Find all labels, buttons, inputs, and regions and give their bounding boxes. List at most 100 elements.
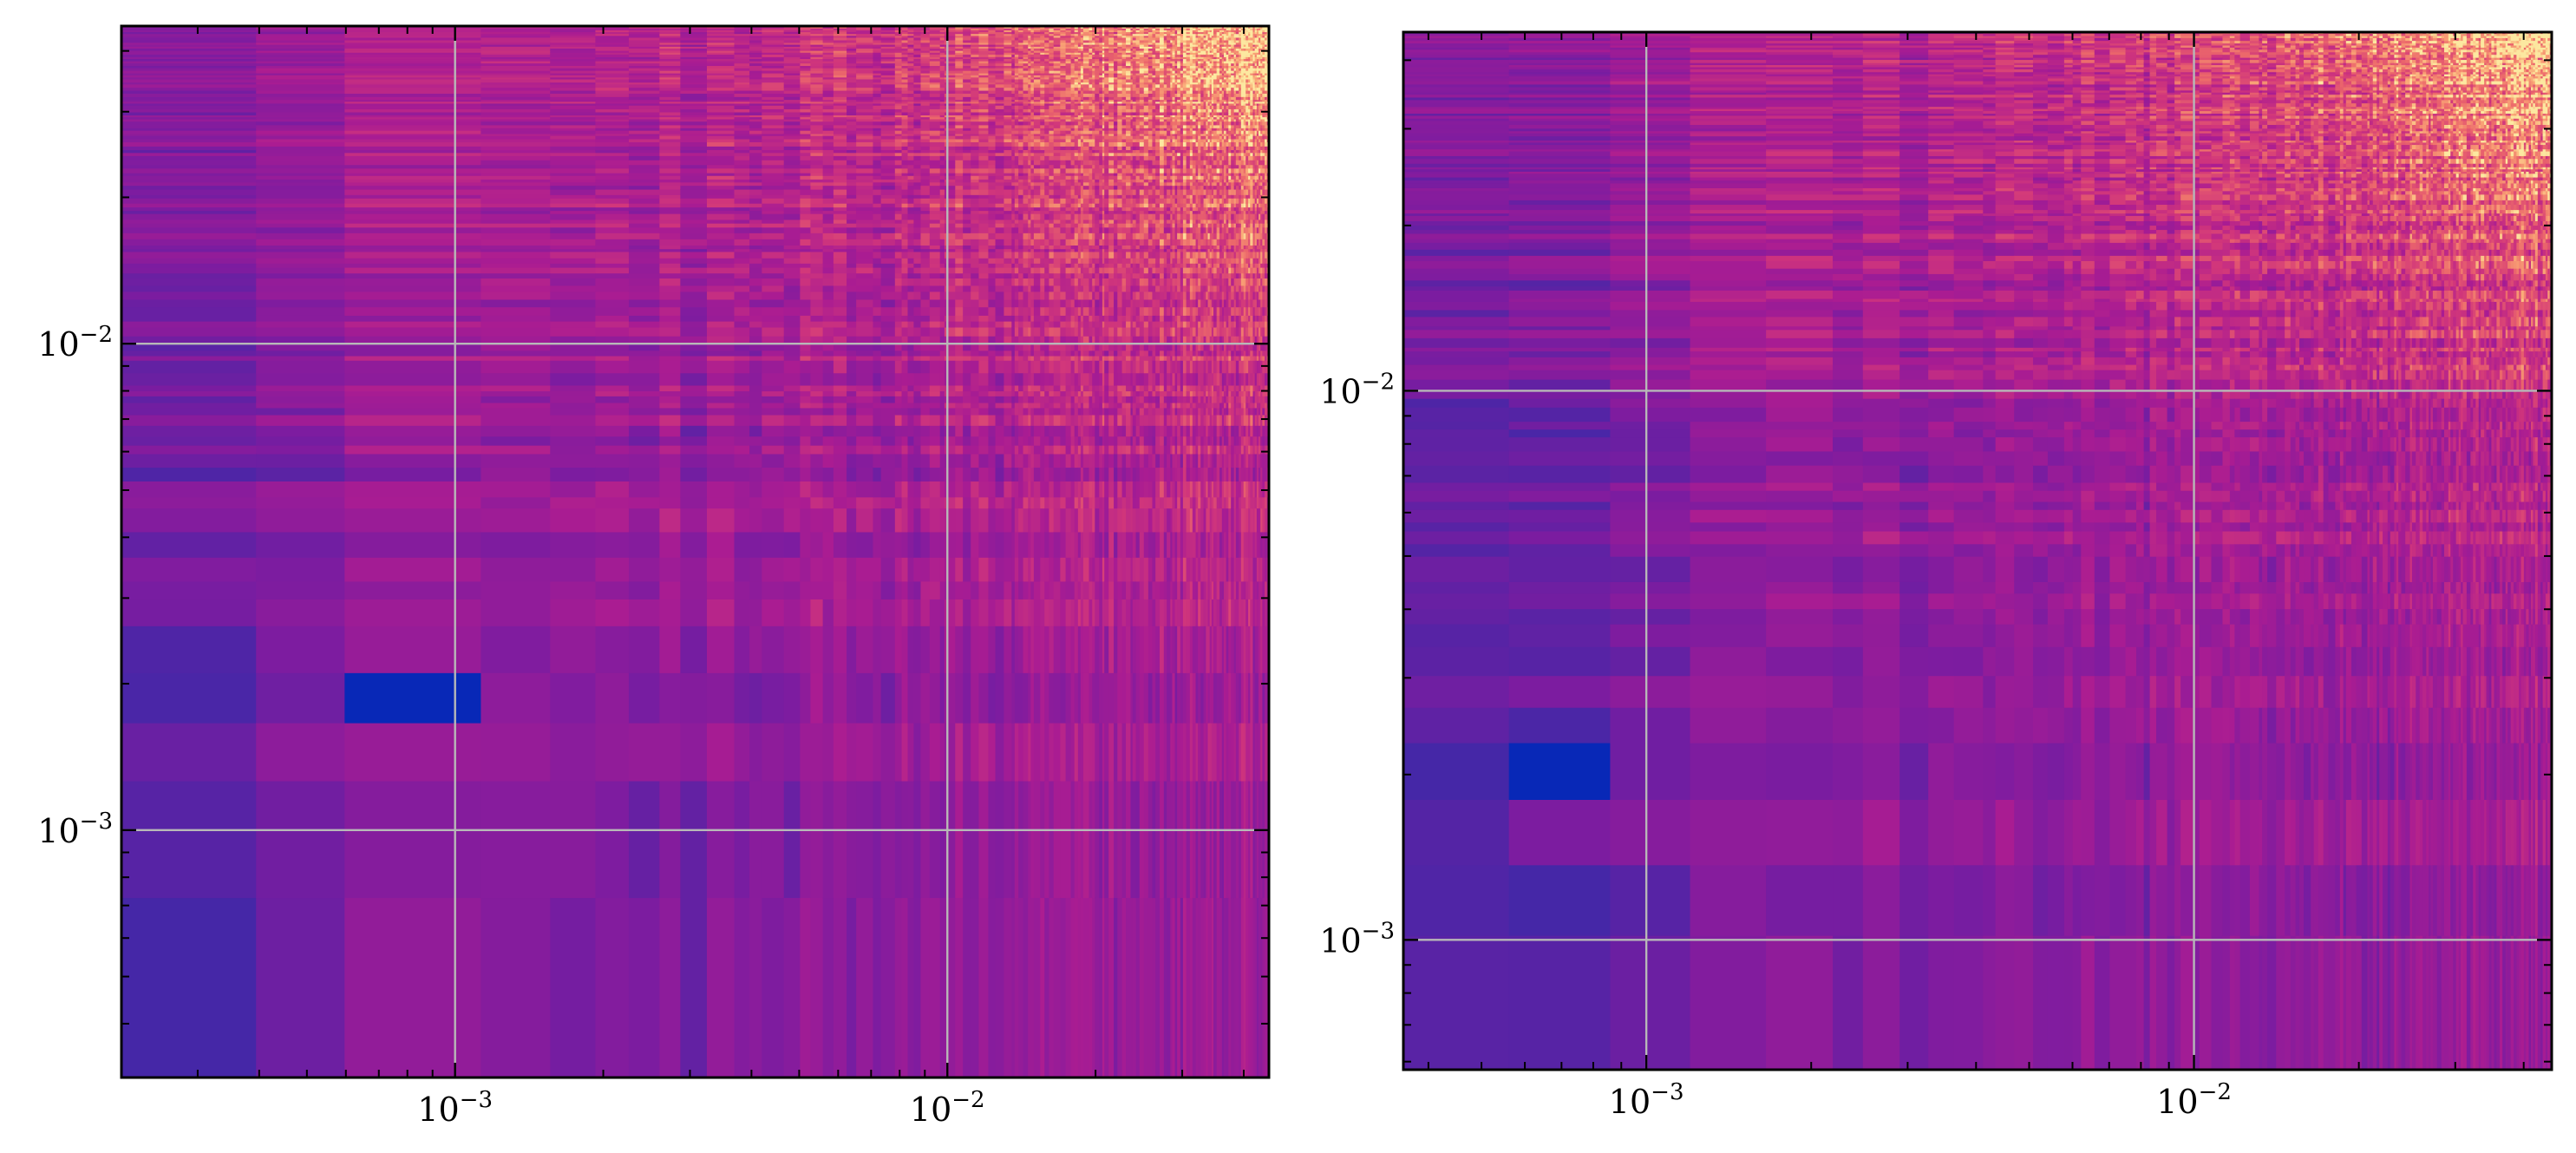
heatmap-cell <box>833 128 847 131</box>
heatmap-cell <box>978 445 990 455</box>
heatmap-cell <box>894 48 903 51</box>
heatmap-cell <box>344 245 482 250</box>
heatmap-cell <box>1014 115 1019 118</box>
heatmap-cell <box>955 111 964 116</box>
heatmap-cell <box>913 198 922 204</box>
heatmap-cell <box>749 111 762 116</box>
heatmap-cell <box>706 90 736 95</box>
heatmap-cell <box>988 116 997 120</box>
heatmap-cell <box>121 453 257 468</box>
heatmap-cell <box>734 233 750 239</box>
heatmap-cell <box>955 508 964 533</box>
heatmap-cell <box>833 185 847 190</box>
heatmap-cell <box>963 580 971 599</box>
heatmap-cell <box>955 350 964 357</box>
heatmap-cell <box>988 105 997 109</box>
heatmap-cell <box>880 138 896 143</box>
heatmap-cell <box>256 152 345 156</box>
heatmap-cell <box>880 65 896 69</box>
heatmap-cell <box>988 70 997 74</box>
heatmap-cell <box>800 414 812 426</box>
heatmap-cell <box>810 124 824 128</box>
heatmap-cell <box>680 101 708 104</box>
heatmap-cell <box>907 102 915 106</box>
heatmap-cell <box>822 146 834 151</box>
heatmap-cell <box>939 149 945 154</box>
heatmap-cell <box>963 213 971 220</box>
heatmap-cell <box>344 60 482 64</box>
heatmap-cell <box>783 78 801 83</box>
heatmap-cell <box>929 90 941 95</box>
heatmap-cell <box>847 93 857 97</box>
heatmap-cell <box>762 239 785 246</box>
heatmap-cell <box>856 557 874 582</box>
heatmap-cell <box>256 76 345 80</box>
heatmap-cell <box>894 355 903 361</box>
heatmap-cell <box>1023 343 1029 351</box>
heatmap-cell <box>481 33 551 36</box>
heatmap-cell <box>939 118 945 122</box>
heatmap-cell <box>880 28 896 30</box>
heatmap-cell <box>907 36 915 41</box>
heatmap-cell <box>1004 436 1012 446</box>
heatmap-cell <box>995 60 1005 64</box>
heatmap-cell <box>1030 263 1035 268</box>
heatmap-cell <box>955 267 964 274</box>
heatmap-cell <box>1028 285 1031 292</box>
heatmap-cell <box>256 350 345 357</box>
heatmap-cell <box>1018 149 1024 154</box>
heatmap-cell <box>847 298 857 308</box>
heatmap-cell <box>121 239 257 246</box>
heatmap-cell <box>971 173 980 176</box>
heatmap-cell <box>847 128 857 131</box>
heatmap-cell <box>847 414 857 426</box>
heatmap-cell <box>894 111 903 116</box>
heatmap-cell <box>939 320 945 328</box>
heatmap-cell <box>1028 291 1031 300</box>
heatmap-cell <box>822 75 834 78</box>
heatmap-cell <box>810 239 824 246</box>
heatmap-cell <box>873 28 882 30</box>
heatmap-cell <box>1023 272 1029 278</box>
heatmap-cell <box>856 160 874 166</box>
heatmap-cell <box>880 115 896 118</box>
heatmap-cell <box>963 124 971 128</box>
heatmap-cell <box>762 226 785 233</box>
heatmap-cell <box>550 203 597 208</box>
heatmap-cell <box>749 102 762 106</box>
heatmap-cell <box>847 251 857 259</box>
heatmap-cell <box>1030 185 1035 190</box>
heatmap-cell <box>901 336 909 344</box>
heatmap-cell <box>1030 278 1035 286</box>
heatmap-cell <box>659 54 681 57</box>
heatmap-cell <box>481 90 551 95</box>
heatmap-cell <box>1011 50 1016 53</box>
heatmap-cell <box>1018 278 1024 286</box>
heatmap-cell <box>913 481 922 498</box>
heatmap-cell <box>800 188 812 195</box>
heatmap-cell <box>1014 453 1019 468</box>
heatmap-cell <box>901 384 909 392</box>
heatmap-cell <box>680 76 708 80</box>
heatmap-cell <box>955 62 964 67</box>
heatmap-cell <box>550 467 597 482</box>
heatmap-cell <box>971 93 980 97</box>
heatmap-cell <box>344 54 482 57</box>
heatmap-cell <box>734 138 750 143</box>
heatmap-cell <box>833 198 847 204</box>
heatmap-cell <box>706 62 736 67</box>
heatmap-cell <box>1014 155 1019 161</box>
heatmap-cell <box>550 118 597 122</box>
heatmap-cell <box>706 96 736 101</box>
heatmap-cell <box>1004 206 1012 212</box>
heatmap-cell <box>680 315 708 322</box>
heatmap-cell <box>907 31 915 35</box>
heatmap-cell <box>971 90 980 95</box>
heatmap-cell <box>256 396 345 403</box>
heatmap-cell <box>706 425 736 437</box>
heatmap-cell <box>762 267 785 274</box>
heatmap-cell <box>978 272 990 278</box>
heatmap-cell <box>913 75 922 78</box>
heatmap-cell <box>894 272 903 278</box>
heatmap-cell <box>1004 82 1012 85</box>
